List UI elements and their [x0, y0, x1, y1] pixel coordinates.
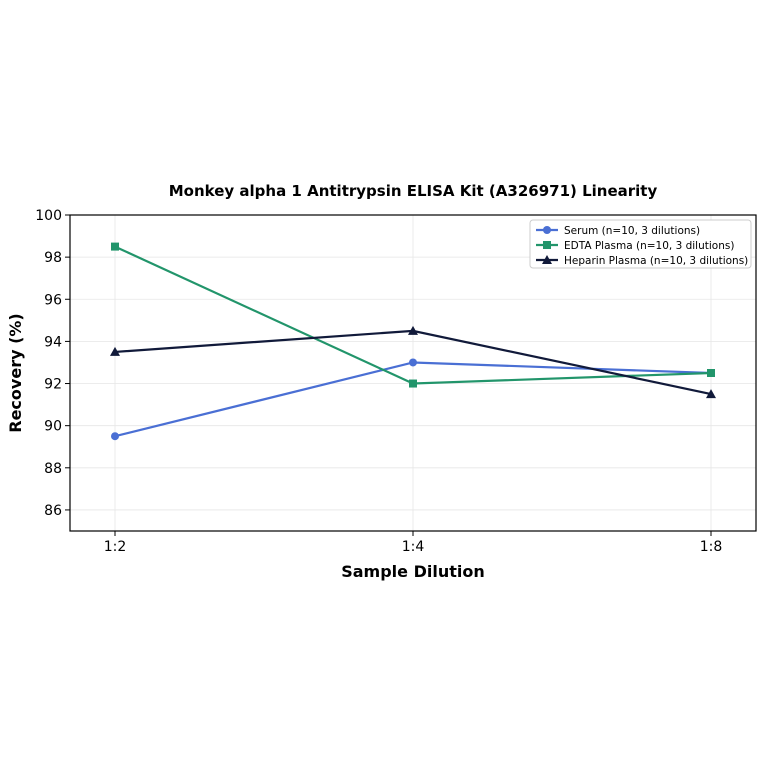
legend-label: Serum (n=10, 3 dilutions): [564, 225, 700, 237]
data-point: [110, 346, 120, 356]
y-tick-label: 98: [44, 250, 62, 266]
data-point: [111, 432, 119, 441]
y-tick-label: 96: [44, 292, 62, 308]
series-2: [111, 242, 715, 388]
series-3: [110, 325, 716, 399]
x-tick-label: 1:8: [700, 539, 723, 555]
legend-item: EDTA Plasma (n=10, 3 dilutions): [536, 240, 734, 252]
legend-box: [529, 219, 752, 269]
data-point: [409, 379, 417, 388]
legend-label: Heparin Plasma (n=10, 3 dilutions): [564, 255, 748, 267]
data-point: [706, 389, 716, 399]
legend: Serum (n=10, 3 dilutions) EDTA Plasma (n=…: [529, 219, 752, 269]
data-point: [409, 358, 417, 367]
y-axis-label: Recovery (%): [6, 313, 25, 432]
y-tick-label: 86: [44, 503, 62, 519]
data-point: [111, 242, 119, 251]
y-tick-label: 94: [44, 334, 62, 350]
legend-item: Heparin Plasma (n=10, 3 dilutions): [536, 255, 748, 267]
x-tick-label: 1:4: [402, 539, 425, 555]
y-tick-label: 100: [35, 208, 62, 224]
data-point: [707, 369, 715, 377]
x-tick-label: 1:2: [104, 539, 127, 555]
legend-marker: [543, 241, 551, 249]
chart-title: Monkey alpha 1 Antitrypsin ELISA Kit (A3…: [169, 182, 658, 200]
legend-item: Serum (n=10, 3 dilutions): [536, 225, 700, 237]
series-layer: [110, 242, 716, 441]
data-point: [408, 325, 418, 335]
ticks-layer: 86 88 90 92 94 96 98 100 1:2 1:4 1:8: [35, 208, 722, 555]
legend-marker: [542, 255, 552, 264]
y-tick-label: 92: [44, 377, 62, 393]
x-axis-label: Sample Dilution: [341, 562, 485, 581]
y-tick-label: 88: [44, 461, 62, 477]
y-tick-label: 90: [44, 419, 62, 435]
legend-label: EDTA Plasma (n=10, 3 dilutions): [564, 240, 734, 252]
legend-marker: [543, 226, 551, 234]
